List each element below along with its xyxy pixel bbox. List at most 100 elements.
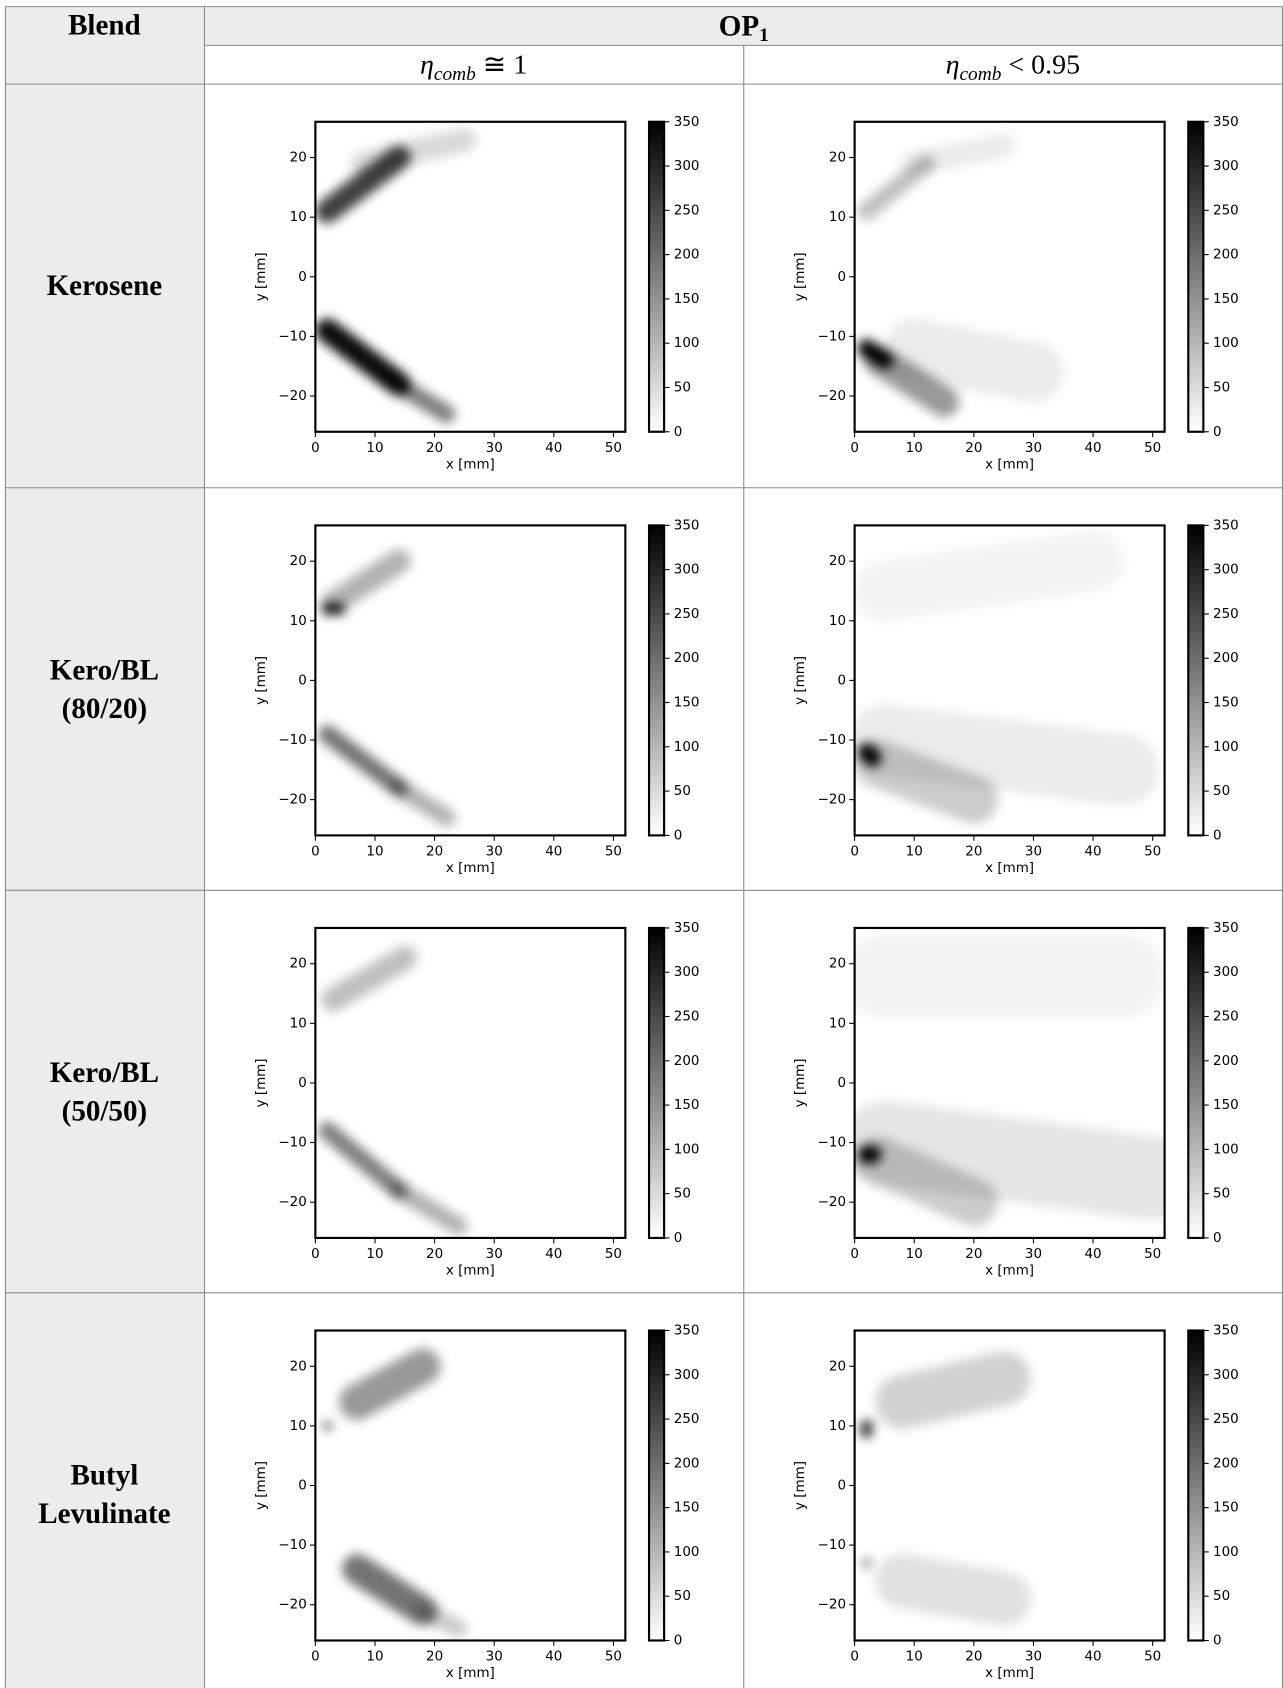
- y-tick-label: −10: [818, 1538, 846, 1553]
- colorbar-tick-label: 150: [674, 696, 700, 711]
- x-tick-label: 40: [1085, 845, 1102, 860]
- x-tick-label: 30: [486, 1247, 503, 1262]
- row-label: Kero/BL: [50, 1057, 159, 1089]
- y-tick-label: 0: [837, 673, 846, 688]
- y-tick-label: −10: [278, 1538, 306, 1553]
- y-tick-label: 0: [298, 1076, 307, 1091]
- colorbar-tick-label: 350: [1213, 115, 1239, 130]
- x-tick-label: 20: [426, 1247, 443, 1262]
- y-axis-label: y [mm]: [254, 1059, 269, 1108]
- y-axis-label: y [mm]: [793, 1059, 808, 1108]
- colorbar: [1187, 1329, 1205, 1642]
- colorbar: [647, 524, 666, 837]
- intensity-blob: [389, 778, 456, 827]
- colorbar-tick-label: 50: [674, 1187, 691, 1202]
- colorbar: [647, 120, 666, 433]
- column-header: ηcomb < 0.95: [946, 49, 1081, 84]
- x-tick-label: 20: [426, 441, 443, 456]
- x-tick-label: 20: [426, 1650, 443, 1665]
- y-tick-label: 20: [829, 151, 846, 166]
- y-tick-label: 20: [290, 1359, 307, 1374]
- colorbar-tick-label: 50: [674, 784, 691, 799]
- y-tick-label: −10: [818, 733, 846, 748]
- x-tick-label: 20: [965, 845, 982, 860]
- y-axis-label: y [mm]: [793, 1461, 808, 1510]
- x-tick-label: 40: [1085, 1247, 1102, 1262]
- colorbar-tick-label: 300: [1213, 159, 1239, 174]
- y-tick-label: −20: [818, 793, 846, 808]
- x-tick-label: 10: [906, 1650, 923, 1665]
- x-tick-label: 30: [486, 1650, 503, 1665]
- x-tick-label: 40: [545, 1247, 562, 1262]
- x-tick-label: 50: [1144, 441, 1161, 456]
- colorbar-tick-label: 0: [1213, 1231, 1222, 1246]
- x-tick-label: 10: [906, 1247, 923, 1262]
- intensity-blob: [875, 1351, 1031, 1429]
- x-axis-label: x [mm]: [446, 1666, 495, 1681]
- intensity-blob: [342, 1554, 438, 1626]
- x-axis-label: x [mm]: [446, 1264, 495, 1279]
- heatmap-image: [315, 525, 626, 836]
- colorbar-tick-label: 100: [1213, 1142, 1239, 1157]
- x-tick-label: 50: [605, 441, 622, 456]
- table-rules: [4, 6, 1283, 1688]
- label-column-bg: [5, 84, 205, 1688]
- colorbar-tick-label: 300: [674, 159, 700, 174]
- y-tick-label: 10: [829, 614, 846, 629]
- y-tick-label: 20: [290, 151, 307, 166]
- x-tick-label: 20: [426, 845, 443, 860]
- colorbar-tick-label: 350: [1213, 1324, 1239, 1339]
- intensity-blob: [321, 945, 417, 1012]
- colorbar-tick-label: 0: [1213, 425, 1222, 440]
- colorbar-tick-label: 50: [674, 380, 691, 395]
- colorbar-tick-label: 50: [1213, 380, 1230, 395]
- y-tick-label: 20: [290, 554, 307, 569]
- colorbar-tick-label: 300: [674, 563, 700, 578]
- colorbar-tick-label: 250: [1213, 203, 1239, 218]
- colorbar: [1187, 120, 1205, 433]
- x-tick-label: 0: [850, 441, 859, 456]
- x-tick-label: 0: [311, 1650, 320, 1665]
- x-tick-label: 30: [486, 845, 503, 860]
- y-tick-label: 20: [829, 957, 846, 972]
- colorbar-tick-label: 350: [1213, 921, 1239, 936]
- intensity: [854, 531, 1159, 824]
- x-tick-label: 10: [366, 1247, 383, 1262]
- x-tick-label: 30: [1025, 845, 1042, 860]
- blend-header: Blend: [68, 10, 141, 42]
- colorbar: [1187, 926, 1205, 1240]
- colorbar-tick-label: 200: [1213, 1456, 1239, 1471]
- colorbar-tick-label: 250: [1213, 607, 1239, 622]
- y-tick-label: −20: [818, 1195, 846, 1210]
- x-axis-label: x [mm]: [985, 1264, 1034, 1279]
- x-tick-label: 40: [545, 845, 562, 860]
- x-axis-label: x [mm]: [985, 1666, 1034, 1681]
- y-tick-label: −20: [278, 793, 306, 808]
- x-axis-label: x [mm]: [985, 861, 1034, 876]
- intensity-blob: [863, 345, 960, 417]
- column-header: ηcomb ≅ 1: [420, 49, 527, 84]
- x-tick-label: 50: [605, 1650, 622, 1665]
- op-sub: 1: [759, 25, 769, 46]
- heatmap-image: [854, 121, 1165, 432]
- eta-sub: comb: [434, 64, 476, 85]
- intensity-blob: [902, 133, 1016, 176]
- colorbar-tick-label: 0: [674, 828, 683, 843]
- x-tick-label: 0: [311, 1247, 320, 1262]
- colorbar-tick-label: 0: [1213, 828, 1222, 843]
- y-axis-label: y [mm]: [254, 656, 269, 705]
- heatmap-image: [315, 1330, 626, 1641]
- colorbar: [1187, 524, 1205, 837]
- row-label: Kerosene: [47, 270, 163, 302]
- y-axis-label: y [mm]: [254, 252, 269, 301]
- colorbar-tick-label: 50: [1213, 1589, 1230, 1604]
- colorbar-tick-label: 100: [674, 1142, 700, 1157]
- x-tick-label: 10: [906, 441, 923, 456]
- y-tick-label: −20: [278, 389, 306, 404]
- y-tick-label: 0: [837, 1076, 846, 1091]
- x-tick-label: 10: [906, 845, 923, 860]
- colorbar-tick-label: 300: [674, 1368, 700, 1383]
